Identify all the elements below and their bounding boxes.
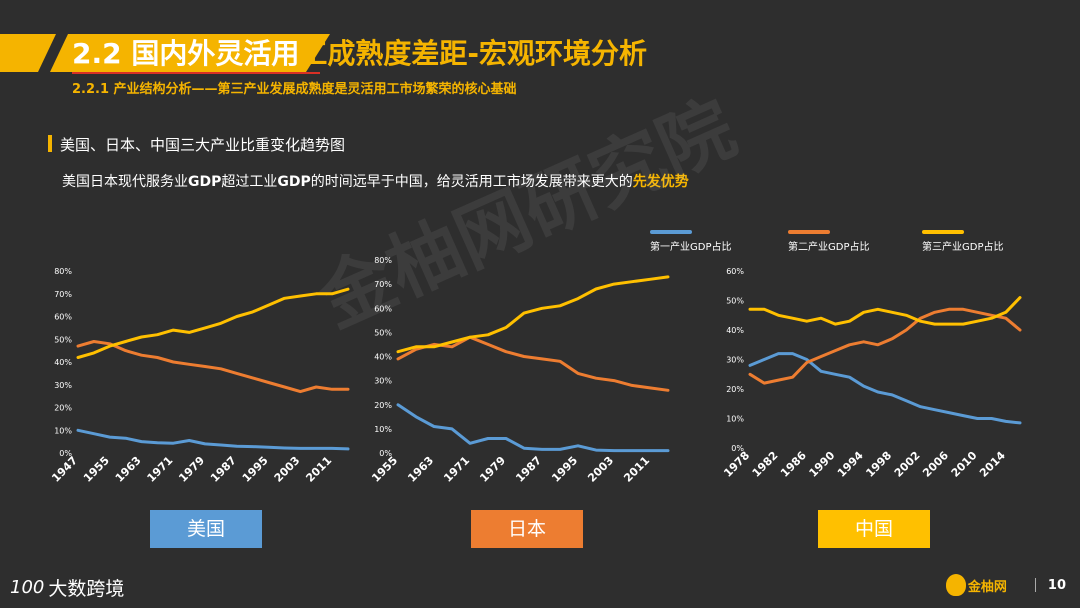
- x-tick-label: 2011: [621, 454, 652, 485]
- x-tick-label: 1971: [441, 454, 472, 485]
- series-line-primary: [76, 428, 350, 451]
- y-tick-label: 80%: [54, 267, 72, 276]
- x-tick-label: 2010: [949, 449, 980, 480]
- legend-secondary-swatch: [788, 230, 830, 234]
- footer-logo: 100 大数跨境: [10, 574, 124, 604]
- series-line-secondary: [748, 307, 1022, 385]
- x-tick-label: 1978: [721, 449, 752, 480]
- page-title-prefix: 2.2 国内外灵活用: [72, 37, 300, 70]
- section-marker: [48, 135, 52, 152]
- y-tick-label: 0%: [731, 444, 744, 453]
- chart-usa: 0%10%20%30%40%50%60%70%80%1947 1955 1963 19…: [49, 267, 350, 485]
- x-tick-label: 1955: [369, 454, 400, 485]
- page-title: 2.2 国内外灵活用工成熟度差距-宏观环境分析: [72, 34, 647, 74]
- x-tick-label: 2002: [892, 449, 923, 480]
- y-tick-label: 10%: [374, 425, 392, 434]
- y-tick-label: 40%: [54, 358, 72, 367]
- series-line-tertiary: [396, 275, 670, 354]
- y-tick-label: 30%: [726, 356, 744, 365]
- y-tick-label: 50%: [726, 297, 744, 306]
- page-title-suffix: 工成熟度差距-宏观环境分析: [299, 37, 647, 70]
- y-tick-label: 10%: [54, 426, 72, 435]
- y-tick-label: 40%: [726, 326, 744, 335]
- x-tick-label: 2003: [272, 454, 303, 485]
- series-line-secondary: [76, 340, 350, 394]
- x-tick-label: 1963: [405, 454, 436, 485]
- footer-logo-text: 大数跨境: [48, 578, 125, 600]
- y-tick-label: 70%: [54, 290, 72, 299]
- x-tick-label: 1986: [778, 449, 809, 480]
- y-tick-label: 60%: [726, 267, 744, 276]
- chart-china: 0% 10% 20% 30% 40% 50% 60% 19781982198619901994…: [721, 267, 1022, 480]
- y-tick-label: 80%: [374, 256, 392, 265]
- x-tick-label: 2003: [585, 454, 616, 485]
- page-number: 10: [1047, 577, 1066, 593]
- x-tick-label: 1955: [81, 454, 112, 485]
- section-title: 美国、日本、中国三大产业比重变化趋势图: [60, 136, 346, 154]
- legend-secondary-label: 第二产业GDP占比: [788, 242, 870, 253]
- x-tick-label: 1971: [145, 454, 176, 485]
- legend-tertiary-label: 第三产业GDP占比: [922, 242, 1004, 253]
- description: 美国日本现代服务业GDP超过工业GDP的时间远早于中国，给灵活用工市场发展带来更…: [62, 174, 689, 190]
- y-tick-label: 30%: [374, 377, 392, 386]
- x-tick-label: 1979: [176, 454, 207, 485]
- series-line-primary: [748, 352, 1022, 425]
- legend-primary-swatch: [650, 230, 692, 234]
- page-subtitle: 2.2.1 产业结构分析——第三产业发展成熟度是灵活用工市场繁荣的核心基础: [72, 82, 517, 97]
- y-tick-label: 70%: [374, 280, 392, 289]
- x-tick-label: 1995: [549, 454, 580, 485]
- x-tick-label: 1982: [750, 449, 781, 480]
- x-tick-label: 1990: [807, 449, 838, 480]
- y-tick-label: 0%: [379, 449, 392, 458]
- x-tick-label: 1963: [113, 454, 144, 485]
- x-tick-label: 1947: [49, 454, 80, 485]
- legend-primary-label: 第一产业GDP占比: [650, 242, 732, 253]
- title-underline: [72, 72, 320, 74]
- x-tick-label: 1987: [208, 454, 239, 485]
- x-tick-label: 1995: [240, 454, 271, 485]
- y-tick-label: 60%: [374, 304, 392, 313]
- chart-legend: 第一产业GDP占比 第二产业GDP占比 第三产业GDP占比: [650, 230, 1070, 254]
- brand-icon: [945, 574, 966, 596]
- y-tick-label: 50%: [374, 328, 392, 337]
- chart-japan: 0%10%20%30%40%50%60%70%80%1955 1963 1971 19…: [369, 256, 670, 485]
- country-label-china: 中国: [818, 510, 930, 548]
- x-tick-label: 1979: [477, 454, 508, 485]
- footer-separator: [1034, 578, 1036, 592]
- y-tick-label: 30%: [54, 381, 72, 390]
- x-tick-label: 2011: [303, 454, 334, 485]
- y-tick-label: 20%: [54, 404, 72, 413]
- y-tick-label: 20%: [726, 385, 744, 394]
- x-tick-label: 1987: [513, 454, 544, 485]
- y-tick-label: 20%: [374, 401, 392, 410]
- y-tick-label: 40%: [374, 353, 392, 362]
- x-tick-label: 1998: [863, 449, 894, 480]
- country-label-japan: 日本: [471, 510, 583, 548]
- series-line-primary: [396, 403, 670, 453]
- y-tick-label: 50%: [54, 335, 72, 344]
- country-label-usa: 美国: [150, 510, 262, 548]
- footer-logo-icon: 100: [10, 577, 45, 598]
- series-line-tertiary: [76, 287, 350, 359]
- x-tick-label: 2014: [977, 449, 1008, 480]
- series-line-tertiary: [748, 296, 1022, 326]
- x-tick-label: 2006: [920, 449, 951, 480]
- y-tick-label: 60%: [54, 313, 72, 322]
- y-tick-label: 10%: [726, 415, 744, 424]
- legend-tertiary-swatch: [922, 230, 964, 234]
- x-tick-label: 1994: [835, 449, 866, 480]
- brand-text: 金柚网: [967, 579, 1007, 595]
- footer-brand: 金柚网 10: [945, 574, 1066, 604]
- y-tick-label: 0%: [59, 449, 72, 458]
